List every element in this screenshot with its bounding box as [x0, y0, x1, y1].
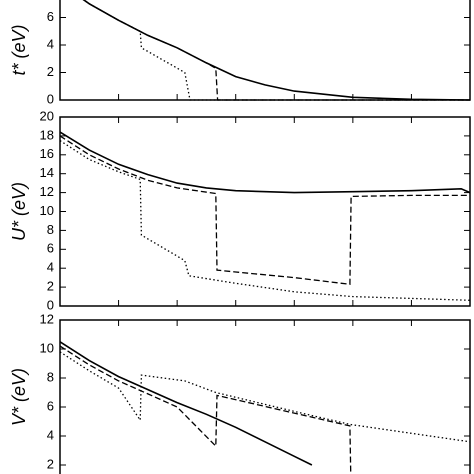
y-tick-label: 6: [47, 9, 54, 24]
y-tick-label: 2: [47, 64, 54, 79]
y-tick-label: 20: [40, 108, 54, 123]
y-tick-label: 8: [47, 369, 54, 384]
y-tick-label: 18: [40, 127, 54, 142]
plot-frame: [59, 116, 471, 307]
y-tick-label: 2: [47, 456, 54, 471]
y-tick-label: 10: [40, 340, 54, 355]
y-tick-label: 4: [47, 36, 54, 51]
series-line: [59, 140, 471, 301]
series-line: [82, 0, 470, 101]
y-axis-label: V* (eV): [9, 368, 29, 426]
y-tick-label: 12: [40, 184, 54, 199]
y-tick-label: 14: [40, 165, 54, 180]
y-tick-label: 0: [47, 91, 54, 106]
series-line: [82, 0, 470, 101]
plot-frame: [59, 319, 471, 474]
y-tick-label: 2: [47, 279, 54, 294]
y-tick-label: 4: [47, 427, 54, 442]
series-line: [59, 341, 313, 466]
y-tick-label: 6: [47, 241, 54, 256]
y-tick-label: 12: [40, 311, 54, 326]
series-line: [59, 135, 470, 286]
y-axis-label: U* (eV): [9, 182, 29, 241]
series-line: [59, 345, 352, 474]
series-line: [59, 131, 471, 194]
y-axis-label: t* (eV): [9, 24, 29, 75]
series-line: [59, 351, 471, 443]
y-tick-label: 4: [47, 260, 54, 275]
y-tick-label: 16: [40, 146, 54, 161]
series-line: [82, 0, 471, 101]
y-tick-label: 8: [47, 222, 54, 237]
y-tick-label: 10: [40, 203, 54, 218]
y-tick-label: 0: [47, 297, 54, 312]
y-tick-label: 6: [47, 398, 54, 413]
